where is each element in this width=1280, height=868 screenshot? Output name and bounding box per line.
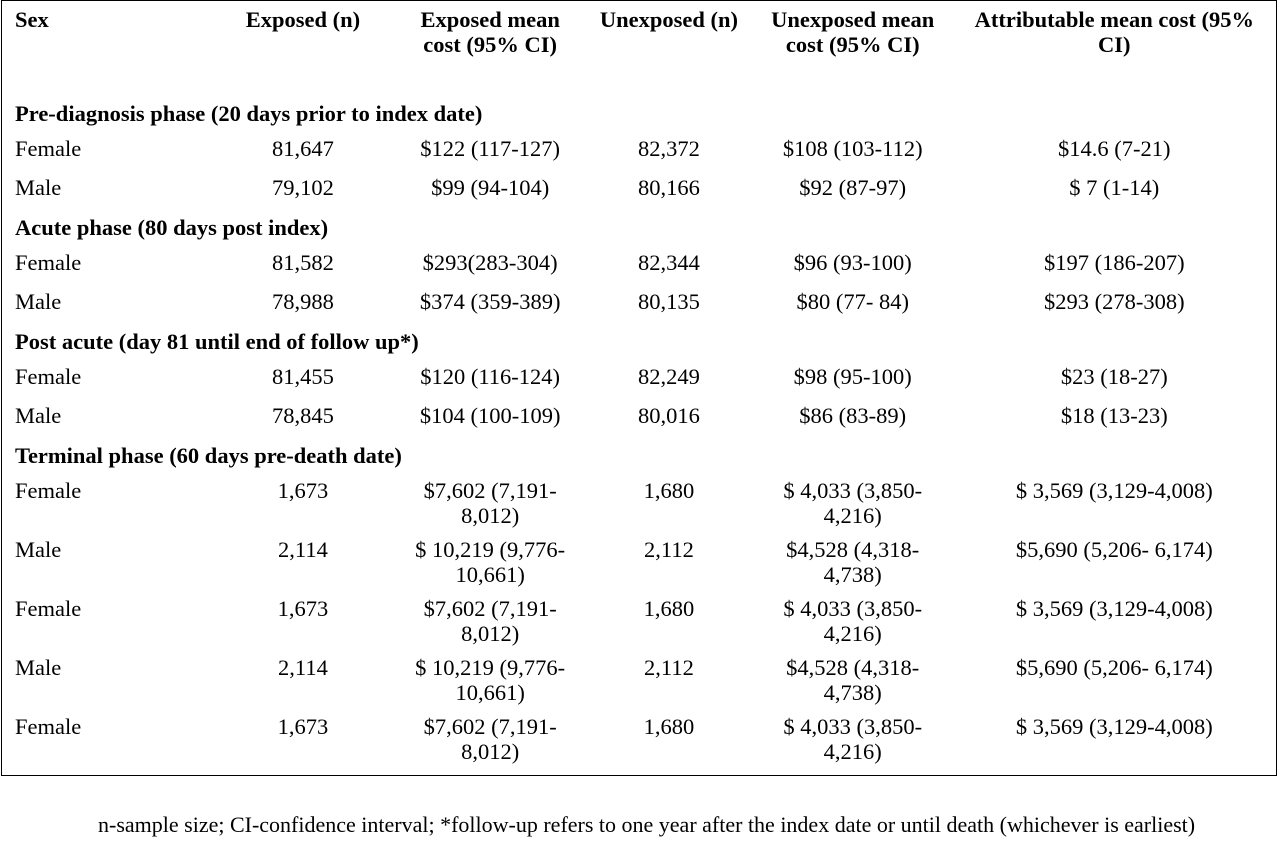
cell-sex: Male	[15, 537, 62, 562]
cell-unexposed-cost: $ 4,033 (3,850-4,216)	[783, 478, 923, 528]
cell-exposed-cost: $7,602 (7,191-8,012)	[423, 478, 557, 528]
table-row: Female 81,455 $120 (116-124) 82,249 $98 …	[2, 357, 1276, 396]
cell-sex: Female	[15, 714, 82, 739]
cell-unexposed-cost: $92 (87-97)	[799, 175, 907, 200]
cell-unexposed-n: 80,016	[637, 403, 700, 428]
cell-exposed-cost: $ 10,219 (9,776-10,661)	[415, 655, 566, 705]
cell-exposed-n: 1,673	[277, 714, 329, 739]
section-header-row: Pre-diagnosis phase (20 days prior to in…	[2, 93, 1276, 129]
cell-attributable-cost: $ 3,569 (3,129-4,008)	[1015, 596, 1213, 621]
section-header-row: Terminal phase (60 days pre-death date)	[2, 435, 1276, 471]
cell-attributable-cost: $293 (278-308)	[1043, 289, 1185, 314]
cell-attributable-cost: $ 3,569 (3,129-4,008)	[1015, 714, 1213, 739]
cell-unexposed-cost: $96 (93-100)	[793, 250, 912, 275]
table-body: Pre-diagnosis phase (20 days prior to in…	[2, 93, 1276, 766]
cell-exposed-n: 2,114	[278, 655, 328, 680]
cell-unexposed-n: 1,680	[643, 714, 695, 739]
cell-exposed-cost: $ 10,219 (9,776-10,661)	[415, 537, 566, 587]
cell-attributable-cost: $ 7 (1-14)	[1069, 175, 1160, 200]
table-footnote: n-sample size; CI-confidence interval; *…	[98, 812, 1196, 837]
cell-exposed-n: 78,988	[272, 289, 334, 314]
cell-attributable-cost: $14.6 (7-21)	[1058, 136, 1171, 161]
cell-exposed-n: 78,845	[272, 403, 334, 428]
cell-unexposed-n: 2,112	[644, 537, 694, 562]
cell-attributable-cost: $ 3,569 (3,129-4,008)	[1015, 478, 1213, 503]
cell-exposed-n: 79,102	[272, 175, 334, 200]
table-row: Male 2,114 $ 10,219 (9,776-10,661) 2,112…	[2, 648, 1276, 707]
cell-sex: Female	[15, 136, 82, 161]
cell-exposed-cost: $120 (116-124)	[420, 364, 561, 389]
cell-sex: Male	[15, 403, 62, 428]
table-row: Female 1,673 $7,602 (7,191-8,012) 1,680 …	[2, 589, 1276, 648]
cell-exposed-n: 1,673	[277, 596, 329, 621]
cell-exposed-cost: $374 (359-389)	[419, 289, 561, 314]
cell-attributable-cost: $5,690 (5,206- 6,174)	[1015, 537, 1213, 562]
cell-unexposed-cost: $ 4,033 (3,850-4,216)	[783, 596, 923, 646]
cell-sex: Male	[15, 289, 62, 314]
cell-unexposed-cost: $108 (103-112)	[782, 136, 923, 161]
cell-exposed-cost: $99 (94-104)	[431, 175, 550, 200]
table-row: Female 81,647 $122 (117-127) 82,372 $108…	[2, 129, 1276, 168]
section-title: Acute phase (80 days post index)	[15, 215, 329, 240]
cell-unexposed-cost: $4,528 (4,318-4,738)	[786, 655, 920, 705]
header-unexposed-n: Unexposed (n)	[599, 7, 738, 32]
cell-exposed-n: 81,455	[272, 364, 334, 389]
cost-table-frame: Sex Exposed (n) Exposed mean cost (95% C…	[1, 0, 1277, 776]
section-title: Pre-diagnosis phase (20 days prior to in…	[15, 101, 483, 126]
table-row: Male 79,102 $99 (94-104) 80,166 $92 (87-…	[2, 168, 1276, 207]
cell-unexposed-cost: $4,528 (4,318-4,738)	[786, 537, 920, 587]
table-row: Male 78,845 $104 (100-109) 80,016 $86 (8…	[2, 396, 1276, 435]
cell-unexposed-n: 2,112	[644, 655, 694, 680]
table-row: Female 1,673 $7,602 (7,191-8,012) 1,680 …	[2, 707, 1276, 766]
cell-attributable-cost: $197 (186-207)	[1043, 250, 1185, 275]
table-row: Male 78,988 $374 (359-389) 80,135 $80 (7…	[2, 282, 1276, 321]
header-attributable-mean-cost: Attributable mean cost (95% CI)	[974, 7, 1254, 57]
cell-sex: Male	[15, 655, 62, 680]
cell-attributable-cost: $23 (18-27)	[1060, 364, 1168, 389]
table-row: Female 1,673 $7,602 (7,191-8,012) 1,680 …	[2, 471, 1276, 530]
cell-unexposed-n: 80,166	[637, 175, 700, 200]
cell-exposed-cost: $122 (117-127)	[420, 136, 561, 161]
cell-sex: Female	[15, 250, 82, 275]
cell-unexposed-cost: $98 (95-100)	[793, 364, 912, 389]
cell-sex: Male	[15, 175, 62, 200]
cost-table: Sex Exposed (n) Exposed mean cost (95% C…	[2, 1, 1276, 766]
cell-unexposed-cost: $86 (83-89)	[799, 403, 907, 428]
cell-unexposed-n: 82,372	[637, 136, 700, 161]
header-sex: Sex	[15, 7, 49, 32]
cell-exposed-cost: $293(283-304)	[422, 250, 558, 275]
cell-exposed-n: 81,647	[272, 136, 334, 161]
section-header-row: Post acute (day 81 until end of follow u…	[2, 321, 1276, 357]
cell-unexposed-n: 1,680	[643, 478, 695, 503]
header-row: Sex Exposed (n) Exposed mean cost (95% C…	[2, 1, 1276, 93]
cell-sex: Female	[15, 478, 82, 503]
cell-exposed-n: 81,582	[272, 250, 334, 275]
cell-unexposed-cost: $80 (77- 84)	[796, 289, 909, 314]
header-exposed-mean-cost: Exposed mean cost (95% CI)	[420, 7, 560, 57]
section-title: Terminal phase (60 days pre-death date)	[15, 443, 402, 468]
table-row: Female 81,582 $293(283-304) 82,344 $96 (…	[2, 243, 1276, 282]
cell-exposed-cost: $7,602 (7,191-8,012)	[423, 596, 557, 646]
cell-attributable-cost: $5,690 (5,206- 6,174)	[1015, 655, 1213, 680]
cell-exposed-cost: $7,602 (7,191-8,012)	[423, 714, 557, 764]
cell-sex: Female	[15, 596, 82, 621]
section-header-row: Acute phase (80 days post index)	[2, 207, 1276, 243]
cell-unexposed-n: 1,680	[643, 596, 695, 621]
cell-attributable-cost: $18 (13-23)	[1060, 403, 1168, 428]
cell-unexposed-n: 80,135	[637, 289, 700, 314]
cell-unexposed-n: 82,249	[637, 364, 700, 389]
header-unexposed-mean-cost: Unexposed mean cost (95% CI)	[771, 7, 935, 57]
cell-unexposed-n: 82,344	[637, 250, 700, 275]
cell-sex: Female	[15, 364, 82, 389]
cell-exposed-n: 2,114	[278, 537, 328, 562]
section-title: Post acute (day 81 until end of follow u…	[15, 329, 419, 354]
cell-exposed-cost: $104 (100-109)	[419, 403, 561, 428]
cell-exposed-n: 1,673	[277, 478, 329, 503]
header-exposed-n: Exposed (n)	[245, 7, 361, 32]
cell-unexposed-cost: $ 4,033 (3,850-4,216)	[783, 714, 923, 764]
table-row: Male 2,114 $ 10,219 (9,776-10,661) 2,112…	[2, 530, 1276, 589]
